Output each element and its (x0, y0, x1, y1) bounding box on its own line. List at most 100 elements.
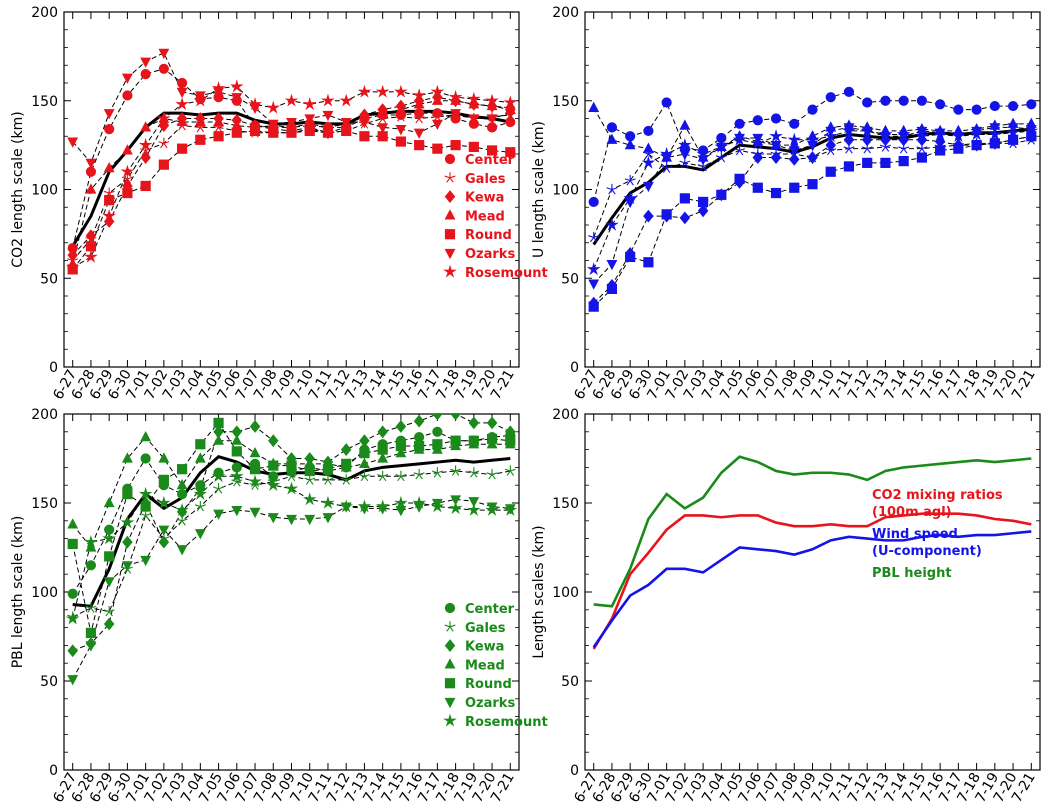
point-rosemount (193, 93, 208, 107)
point-rosemount (896, 127, 911, 141)
point-ozarks (103, 577, 115, 588)
legend-label-kewa: Kewa (465, 640, 504, 655)
y-tick-label: 50 (561, 674, 579, 690)
point-rosemount (65, 260, 80, 274)
point-round (486, 145, 498, 156)
point-round (971, 140, 982, 151)
point-center (661, 97, 672, 108)
point-round (177, 464, 188, 475)
point-round (468, 435, 479, 446)
point-ozarks (194, 529, 206, 540)
point-gales (85, 602, 97, 613)
legend-label-ozarks: Ozarks (465, 247, 515, 262)
point-round (122, 489, 133, 500)
point-mead (103, 162, 115, 173)
legend-label: PBL height (872, 566, 952, 581)
point-round (213, 417, 224, 428)
point-ozarks (450, 495, 462, 506)
series-line-gales (72, 470, 511, 618)
point-rosemount (266, 478, 281, 492)
point-kewa (122, 535, 133, 549)
point-mead (606, 133, 618, 144)
legend-marker-mead (444, 209, 456, 220)
point-round (213, 131, 224, 142)
legend-label-round: Round (465, 677, 512, 692)
y-axis-label: PBL length scale (km) (10, 516, 26, 669)
legend-marker-kewa (444, 190, 456, 203)
point-round (625, 251, 636, 263)
co2-length-scale-panel: 0501001502006-276-286-296-307-017-027-03… (10, 5, 548, 403)
legend: CO2 mixing ratios (100m agl) Wind speed (U-… (872, 488, 1003, 581)
point-mead (158, 452, 170, 463)
point-round (359, 448, 370, 459)
point-mead (395, 103, 407, 114)
point-center (789, 118, 800, 129)
point-round (414, 440, 425, 452)
point-ozarks (304, 114, 316, 125)
point-center (953, 104, 964, 115)
point-mead (85, 183, 97, 194)
legend-label-kewa: Kewa (465, 191, 504, 206)
point-mead (213, 434, 224, 445)
point-round (104, 195, 115, 206)
point-round (505, 147, 516, 158)
point-gales (431, 111, 443, 122)
point-rosemount (988, 127, 1002, 141)
legend-label-mead: Mead (465, 658, 505, 673)
legend-label-gales: Gales (465, 621, 506, 636)
legend-marker-round (444, 229, 456, 240)
point-center (643, 125, 654, 137)
point-center (752, 115, 763, 126)
point-round (67, 538, 78, 550)
point-center (67, 588, 78, 599)
u-length-scale-panel: 0501001502006-276-286-296-307-017-027-03… (531, 5, 1041, 403)
y-axis-label: CO2 length scale (km) (10, 111, 26, 267)
point-center (935, 99, 946, 110)
point-rosemount (623, 191, 637, 205)
point-round (85, 627, 97, 639)
point-ozarks (176, 545, 188, 556)
point-ozarks (213, 509, 224, 520)
point-round (486, 433, 498, 445)
point-round (414, 140, 425, 151)
series-line-pbl-height (593, 455, 1032, 608)
point-ozarks (468, 114, 480, 125)
point-kewa (359, 434, 370, 448)
point-rosemount (84, 534, 98, 548)
point-round (789, 182, 800, 193)
point-mead (140, 430, 152, 442)
point-ozarks (431, 119, 443, 130)
point-gales (468, 467, 480, 478)
point-round (249, 464, 261, 475)
point-rosemount (714, 139, 729, 153)
point-kewa (807, 151, 818, 164)
legend-marker-center (444, 602, 456, 614)
point-rosemount (969, 127, 984, 141)
point-ozarks (679, 149, 691, 161)
point-rosemount (485, 93, 499, 107)
point-rosemount (860, 123, 875, 137)
point-ozarks (85, 641, 97, 652)
point-round (698, 196, 709, 208)
point-round (935, 145, 946, 156)
point-center (85, 560, 97, 571)
legend-marker-gales (444, 621, 456, 632)
legend-marker-ozarks (444, 248, 456, 260)
point-rosemount (211, 81, 226, 95)
point-rosemount (248, 474, 262, 488)
point-rosemount (357, 499, 372, 513)
point-rosemount (448, 90, 463, 103)
point-kewa (432, 414, 443, 421)
point-round (249, 125, 261, 137)
point-mead (395, 446, 407, 458)
point-mead (85, 541, 97, 552)
point-rosemount (120, 515, 135, 529)
point-ozarks (158, 525, 170, 536)
pbl-length-scale-panel: 0501001502006-276-286-296-307-017-027-03… (10, 407, 548, 803)
point-rosemount (302, 492, 317, 506)
point-kewa (140, 151, 151, 164)
point-round (341, 458, 352, 469)
point-rosemount (842, 123, 856, 137)
point-rosemount (339, 93, 354, 107)
point-center (104, 124, 115, 135)
